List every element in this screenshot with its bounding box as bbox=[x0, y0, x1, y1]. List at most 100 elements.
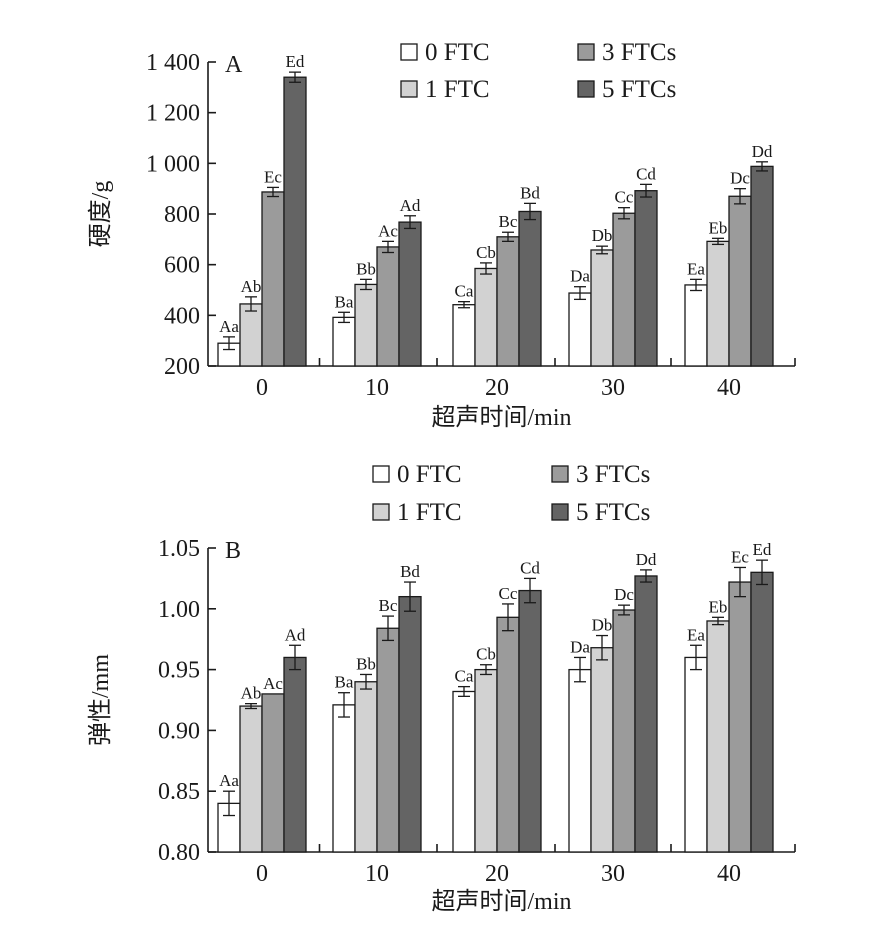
bar-0-ftc-10 bbox=[332, 316, 356, 367]
legend-label: 0 FTC bbox=[397, 461, 462, 488]
error-bar bbox=[382, 240, 394, 254]
error-bar bbox=[712, 616, 724, 626]
x-tick-label: 40 bbox=[717, 375, 741, 401]
bar-0-ftc-20 bbox=[452, 304, 476, 367]
error-bar bbox=[502, 231, 514, 243]
x-tick-label: 10 bbox=[365, 375, 389, 401]
error-bar bbox=[360, 278, 372, 291]
y-axis-title: 硬度/g bbox=[87, 181, 114, 248]
error-bar bbox=[574, 656, 586, 683]
y-tick-label: 0.95 bbox=[158, 658, 200, 684]
error-bar bbox=[338, 311, 350, 324]
legend-label: 1 FTC bbox=[397, 499, 462, 526]
error-bar bbox=[524, 577, 536, 604]
legend-label: 5 FTCs bbox=[602, 76, 676, 103]
error-bar bbox=[524, 202, 536, 221]
significance-label: Db bbox=[592, 616, 613, 635]
legend-label: 5 FTCs bbox=[576, 499, 650, 526]
error-bar bbox=[245, 296, 257, 312]
bar-3-ftcs-40 bbox=[728, 581, 752, 853]
legend-label: 0 FTC bbox=[425, 39, 490, 66]
error-bar bbox=[267, 186, 279, 198]
panel-letter: A bbox=[225, 52, 243, 78]
bar-1-ftc-20 bbox=[474, 267, 498, 367]
significance-label: Da bbox=[570, 637, 590, 656]
error-bar bbox=[223, 790, 235, 817]
significance-label: Ba bbox=[335, 292, 354, 311]
bar-1-ftc-10 bbox=[354, 681, 378, 853]
error-bar bbox=[458, 301, 470, 309]
error-bar bbox=[596, 634, 608, 661]
y-tick-label: 1 200 bbox=[146, 101, 200, 127]
bar-3-ftcs-30 bbox=[612, 609, 636, 853]
bar-5-ftcs-10 bbox=[398, 595, 422, 853]
bar-5-ftcs-20 bbox=[518, 210, 542, 367]
significance-label: Ca bbox=[455, 282, 474, 301]
x-tick-label: 0 bbox=[256, 375, 268, 401]
bar-1-ftc-30 bbox=[590, 249, 614, 367]
error-bar bbox=[690, 644, 702, 671]
y-tick-label: 1.00 bbox=[158, 597, 200, 623]
legend-swatch bbox=[551, 503, 569, 521]
significance-label: Eb bbox=[709, 218, 728, 237]
bar-1-ftc-0 bbox=[239, 705, 263, 853]
legend: 0 FTC 1 FTC 3 FTCs 5 FTCs bbox=[372, 461, 650, 526]
error-bar bbox=[245, 702, 257, 710]
significance-label: Bd bbox=[520, 183, 540, 202]
error-bar bbox=[289, 644, 301, 671]
y-axis-title: 弹性/mm bbox=[87, 654, 114, 746]
legend-swatch bbox=[372, 465, 390, 483]
error-bar bbox=[458, 685, 470, 698]
significance-label: Bd bbox=[400, 562, 420, 581]
significance-label: Ab bbox=[241, 684, 262, 703]
significance-label: Ed bbox=[286, 52, 305, 71]
significance-label: Cd bbox=[636, 164, 656, 183]
bar-0-ftc-30 bbox=[568, 668, 592, 853]
y-tick-label: 400 bbox=[164, 303, 200, 329]
legend-label: 3 FTCs bbox=[576, 461, 650, 488]
y-tick-label: 800 bbox=[164, 202, 200, 228]
significance-label: Ac bbox=[378, 221, 398, 240]
legend-swatch bbox=[577, 80, 595, 98]
bar-3-ftcs-30 bbox=[612, 212, 636, 367]
x-tick-label: 20 bbox=[485, 375, 509, 401]
error-bar bbox=[640, 183, 652, 198]
y-tick-label: 0.80 bbox=[158, 840, 200, 866]
significance-label: Aa bbox=[219, 771, 239, 790]
significance-label: Bc bbox=[379, 596, 398, 615]
significance-label: Ac bbox=[263, 674, 283, 693]
legend-label: 1 FTC bbox=[425, 76, 490, 103]
bar-0-ftc-30 bbox=[568, 292, 592, 367]
significance-label: Dd bbox=[636, 550, 657, 569]
error-bar bbox=[640, 569, 652, 583]
bar-3-ftcs-40 bbox=[728, 195, 752, 367]
bar-3-ftcs-0 bbox=[261, 191, 285, 367]
bar-3-ftcs-0 bbox=[261, 693, 285, 853]
bar-5-ftcs-30 bbox=[634, 575, 658, 853]
x-tick-label: 30 bbox=[601, 861, 625, 887]
legend-swatch bbox=[551, 465, 569, 483]
significance-label: Ec bbox=[264, 167, 282, 186]
error-bar bbox=[756, 559, 768, 586]
significance-label: Db bbox=[592, 226, 613, 245]
x-tick-label: 20 bbox=[485, 861, 509, 887]
significance-label: Bc bbox=[499, 212, 518, 231]
error-bar bbox=[690, 278, 702, 292]
bar-5-ftcs-30 bbox=[634, 190, 658, 367]
bar-5-ftcs-10 bbox=[398, 221, 422, 367]
bar-5-ftcs-0 bbox=[283, 656, 307, 853]
error-bar bbox=[596, 245, 608, 255]
x-axis-title: 超声时间/min bbox=[431, 888, 571, 915]
significance-label: Bb bbox=[356, 259, 376, 278]
significance-label: Eb bbox=[709, 597, 728, 616]
y-tick-label: 0.90 bbox=[158, 718, 200, 744]
bar-3-ftcs-10 bbox=[376, 246, 400, 367]
bar-1-ftc-30 bbox=[590, 647, 614, 853]
bar-1-ftc-40 bbox=[706, 620, 730, 853]
y-tick-label: 200 bbox=[164, 354, 200, 380]
error-bar bbox=[712, 237, 724, 246]
significance-label: Ea bbox=[687, 625, 705, 644]
significance-label: Ea bbox=[687, 259, 705, 278]
error-bar bbox=[734, 566, 746, 598]
